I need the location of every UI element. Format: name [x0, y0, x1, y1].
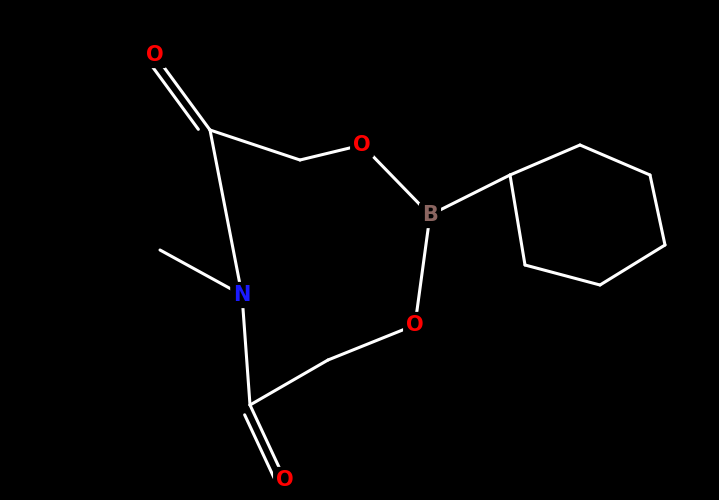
Text: O: O [353, 135, 371, 155]
Text: O: O [406, 315, 423, 335]
Text: O: O [146, 45, 164, 65]
Text: N: N [233, 285, 251, 305]
Text: O: O [276, 470, 294, 490]
Text: B: B [422, 205, 438, 225]
